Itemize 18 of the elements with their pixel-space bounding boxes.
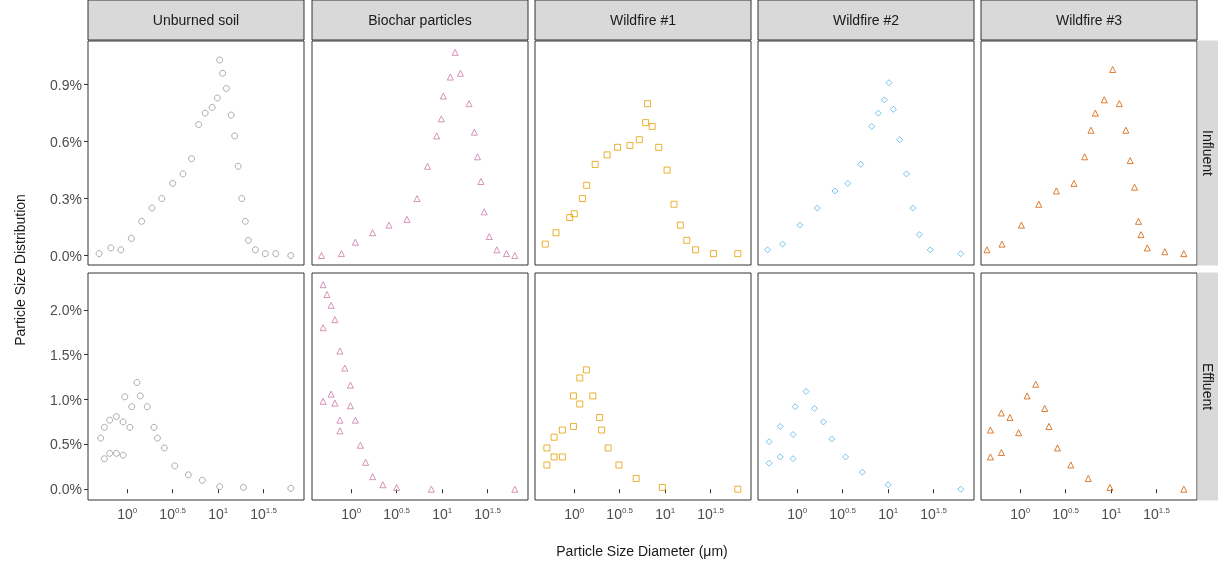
y-tick-label: 0.0%: [50, 481, 82, 498]
chart-title: Wildfire #3: [1055, 12, 1123, 28]
text: Influent: [1200, 130, 1216, 177]
y-tick-label: 2.0%: [50, 301, 82, 318]
chart-title: Biochar particles: [368, 12, 472, 28]
y-tick-label: 0.3%: [50, 190, 82, 207]
y-tick-label: 0.9%: [50, 76, 82, 93]
y-tick-label: 1.0%: [50, 391, 82, 408]
y-axis-title: Particle Size Distribution: [12, 194, 28, 346]
y-tick-label: 0.0%: [50, 247, 82, 264]
text: Effluent: [1200, 362, 1216, 411]
chart-title: Wildfire #2: [832, 12, 900, 28]
chart-title: Wildfire #1: [609, 12, 677, 28]
x-axis-title: Particle Size Diameter (μm): [556, 543, 728, 559]
y-tick-label: 0.6%: [50, 133, 82, 150]
chart-title: Unburned soil: [152, 12, 240, 28]
y-tick-label: 1.5%: [50, 346, 82, 363]
y-tick-label: 0.5%: [50, 436, 82, 453]
